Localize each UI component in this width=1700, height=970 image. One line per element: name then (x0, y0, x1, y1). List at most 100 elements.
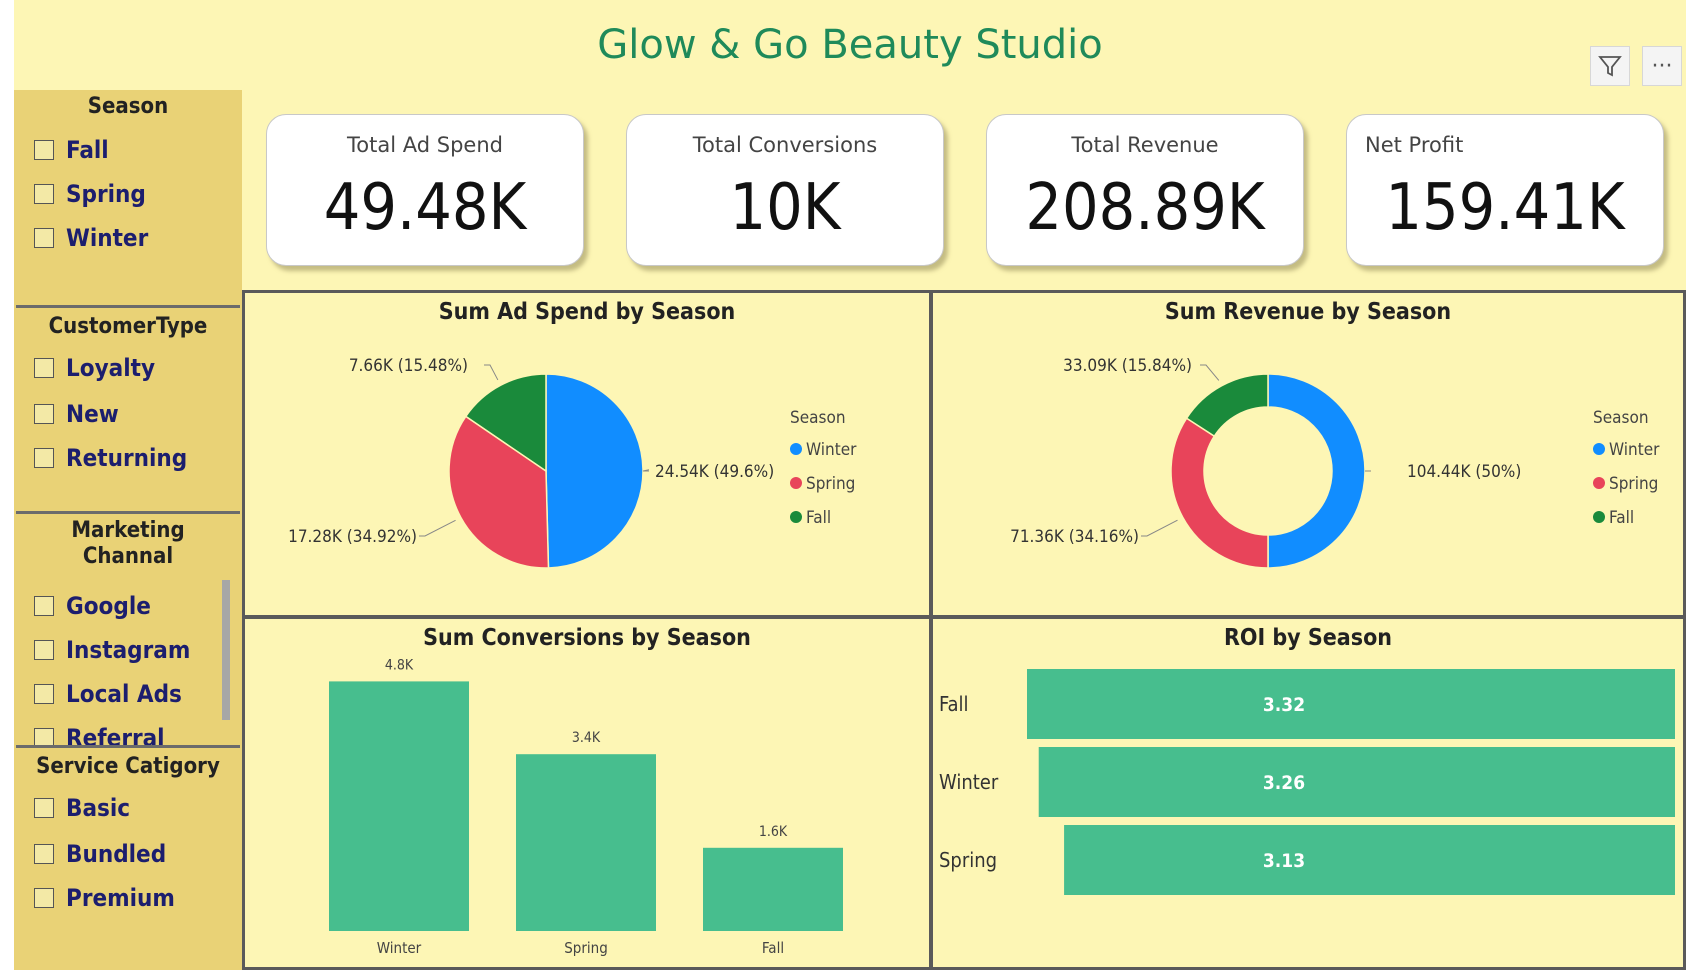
pie-slice-fall (464, 373, 547, 473)
pie-slice-spring (448, 415, 550, 569)
slicer-title-customer-type: CustomerType (48, 314, 208, 339)
data-label-spring: 3.4K (572, 730, 601, 746)
slicer-scrollbar[interactable] (222, 580, 230, 720)
x-tick-winter: Winter (377, 939, 422, 957)
bar-fall (703, 847, 843, 931)
legend-marker-winter (1593, 443, 1605, 455)
channel-option-instagram[interactable]: Instagram (34, 636, 190, 664)
bar-fall (1027, 669, 1675, 739)
checkbox[interactable] (34, 404, 54, 424)
legend-item-fall: Fall (806, 508, 831, 528)
checkbox[interactable] (34, 684, 54, 704)
slicer-service-category: Service Catigory Basic Bundled Premium (16, 750, 240, 970)
checkbox[interactable] (34, 140, 54, 160)
roi-bar-chart[interactable]: 3.32 Fall 3.26 Winter 3.13 Spring (933, 619, 1683, 967)
chart-title: Sum Ad Spend by Season (438, 299, 736, 325)
slicer-customer-type: CustomerType Loyalty New Returning (16, 310, 240, 514)
customer-option-returning[interactable]: Returning (34, 444, 187, 472)
service-option-bundled[interactable]: Bundled (34, 840, 166, 868)
panel-roi-by-season[interactable]: ROI by Season 3.32 Fall 3.26 Winter 3.13 Spri… (930, 616, 1686, 970)
checkbox[interactable] (34, 798, 54, 818)
pie-slice-winter (545, 373, 644, 569)
season-option-winter[interactable]: Winter (34, 224, 148, 252)
data-label-fall: 1.6K (759, 824, 788, 840)
kpi-card-net-profit[interactable]: Net Profit 159.41K (1346, 114, 1664, 266)
service-option-basic[interactable]: Basic (34, 794, 130, 822)
kpi-label: Total Revenue (1071, 133, 1219, 157)
slicer-title-service-category: Service Catigory (36, 754, 220, 779)
x-tick-fall: Fall (762, 939, 784, 957)
kpi-card-total-conversions[interactable]: Total Conversions 10K (626, 114, 944, 266)
kpi-label: Total Ad Spend (347, 133, 503, 157)
kpi-value: 49.48K (323, 171, 527, 245)
revenue-donut-chart[interactable]: 104.44K (50%) 71.36K (34.16%) 33.09K (15.8… (933, 293, 1683, 615)
option-label: Winter (66, 224, 149, 252)
option-label: Loyalty (66, 354, 156, 382)
channel-option-google[interactable]: Google (34, 592, 151, 620)
checkbox[interactable] (34, 228, 54, 248)
customer-option-loyalty[interactable]: Loyalty (34, 354, 155, 382)
option-label: Premium (66, 884, 175, 912)
y-tick-winter: Winter (939, 770, 999, 794)
option-label: Fall (66, 136, 109, 164)
option-label: Bundled (66, 840, 167, 868)
checkbox[interactable] (34, 640, 54, 660)
y-tick-spring: Spring (939, 848, 997, 872)
data-label-spring: 17.28K (34.92%) (288, 527, 417, 547)
ad-spend-pie-chart[interactable]: 24.54K (49.6%) 17.28K (34.92%) 7.66K (15.4… (245, 293, 929, 615)
data-label-winter: 104.44K (50%) (1407, 462, 1521, 482)
filter-icon[interactable] (1590, 46, 1630, 86)
bar-winter (329, 681, 469, 931)
more-options-glyph: ··· (1651, 53, 1673, 79)
legend-item-fall: Fall (1609, 508, 1634, 528)
more-options-icon[interactable]: ··· (1642, 46, 1682, 86)
option-label: Local Ads (66, 680, 182, 708)
kpi-card-total-ad-spend[interactable]: Total Ad Spend 49.48K (266, 114, 584, 266)
checkbox[interactable] (34, 844, 54, 864)
channel-option-local-ads[interactable]: Local Ads (34, 680, 182, 708)
customer-option-new[interactable]: New (34, 400, 119, 428)
option-label: New (66, 400, 119, 428)
season-option-fall[interactable]: Fall (34, 136, 109, 164)
legend-marker-fall (790, 511, 802, 523)
legend-item-winter: Winter (806, 440, 857, 460)
kpi-label: Total Conversions (692, 133, 878, 157)
checkbox[interactable] (34, 596, 54, 616)
legend-item-spring: Spring (806, 474, 855, 494)
bar-winter (1038, 747, 1675, 817)
panel-conversions-by-season[interactable]: Sum Conversions by Season 4.8K Winter 3.4K… (242, 616, 932, 970)
kpi-value: 159.41K (1385, 171, 1625, 245)
season-option-spring[interactable]: Spring (34, 180, 146, 208)
panel-revenue-by-season[interactable]: Sum Revenue by Season 104.44K (50%) 71.36… (930, 290, 1686, 618)
option-label: Spring (66, 180, 146, 208)
pie-slice-fall (1185, 373, 1269, 438)
checkbox[interactable] (34, 358, 54, 378)
pie-slice-winter (1267, 373, 1366, 569)
panel-ad-spend-by-season[interactable]: Sum Ad Spend by Season 24.54K (49.6%) 17.… (242, 290, 932, 618)
legend-item-spring: Spring (1609, 474, 1658, 494)
service-option-premium[interactable]: Premium (34, 884, 175, 912)
bar-spring (1064, 825, 1675, 895)
channel-option-referral[interactable]: Referral (34, 724, 165, 748)
pie-slice-spring (1170, 417, 1269, 569)
chart-title: ROI by Season (1223, 625, 1393, 651)
leader-line (419, 519, 456, 537)
slicer-title-marketing-line2: Channal (82, 544, 174, 569)
kpi-label: Net Profit (1365, 133, 1464, 157)
checkbox[interactable] (34, 184, 54, 204)
checkbox[interactable] (34, 448, 54, 468)
data-label-winter: 3.26 (1263, 772, 1305, 794)
slicer-season: Season Fall Spring Winter (16, 90, 240, 308)
checkbox[interactable] (34, 728, 54, 745)
leader-line (1141, 519, 1178, 537)
bar-spring (516, 754, 656, 931)
checkbox[interactable] (34, 888, 54, 908)
data-label-fall: 33.09K (15.84%) (1063, 356, 1192, 376)
conversions-bar-chart[interactable]: 4.8K Winter 3.4K Spring 1.6K Fall (245, 619, 929, 967)
option-label: Referral (66, 724, 165, 748)
page-title: Glow & Go Beauty Studio (597, 22, 1103, 68)
kpi-card-total-revenue[interactable]: Total Revenue 208.89K (986, 114, 1304, 266)
slicer-title-marketing-line1: Marketing (71, 518, 185, 543)
legend-item-winter: Winter (1609, 440, 1660, 460)
legend-title: Season (790, 408, 846, 428)
